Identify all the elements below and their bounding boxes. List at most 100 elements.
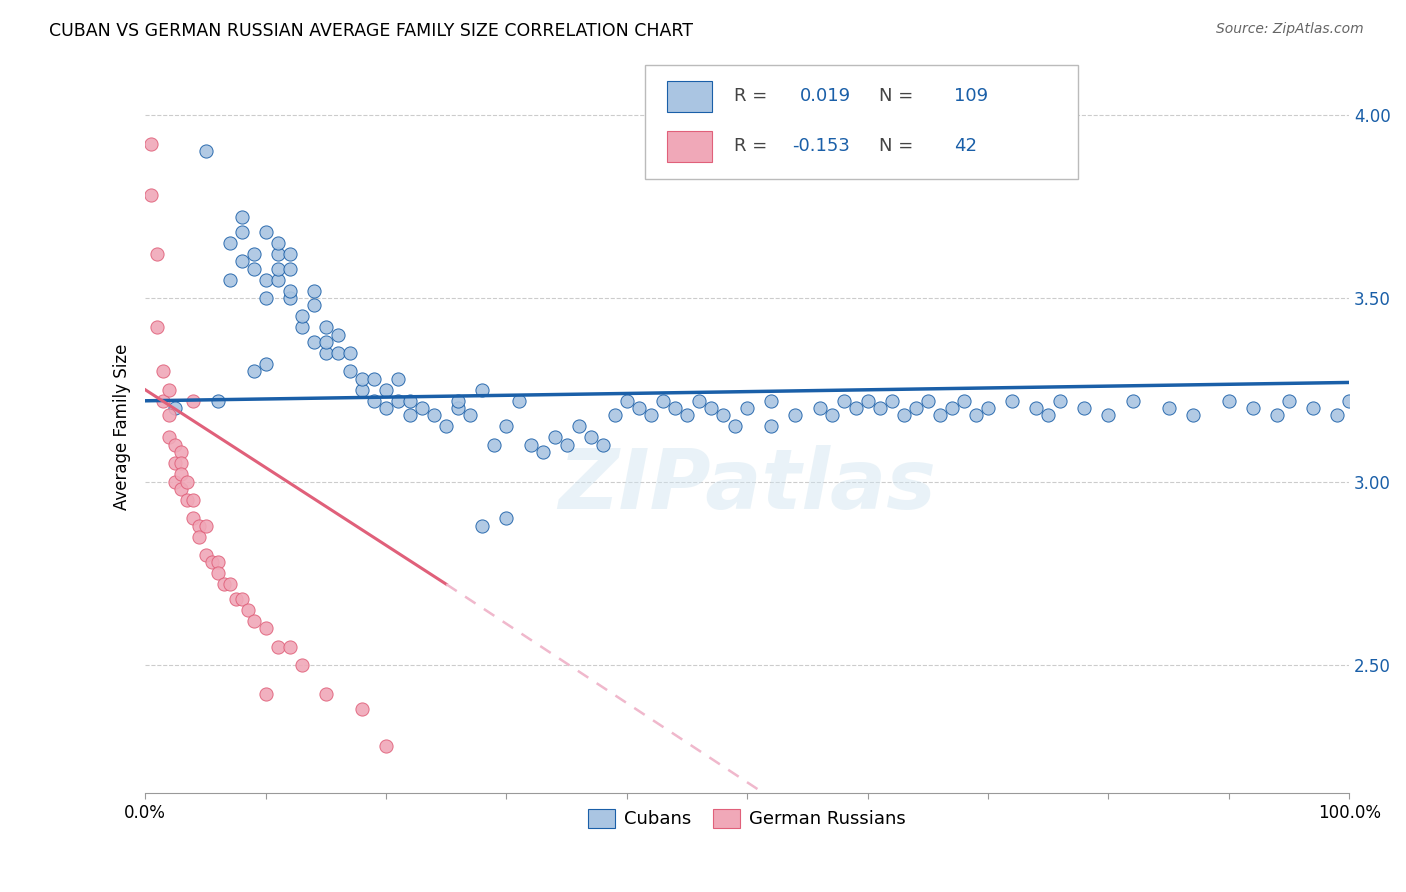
Point <box>1025 401 1047 416</box>
Point <box>652 393 675 408</box>
Point <box>363 393 385 408</box>
Point <box>231 591 253 606</box>
Text: R =: R = <box>734 137 768 155</box>
Point <box>1073 401 1095 416</box>
Point <box>904 401 927 416</box>
Text: R =: R = <box>734 87 773 105</box>
Point <box>254 687 277 701</box>
Point <box>508 393 530 408</box>
Point <box>291 320 314 334</box>
Point <box>555 438 578 452</box>
Y-axis label: Average Family Size: Average Family Size <box>114 343 131 509</box>
Point <box>387 372 409 386</box>
Point <box>880 393 903 408</box>
Point <box>761 419 783 434</box>
Point <box>315 687 337 701</box>
Point <box>1181 409 1204 423</box>
Point <box>1001 393 1024 408</box>
Point <box>785 409 807 423</box>
Point <box>267 261 290 276</box>
Text: -0.153: -0.153 <box>792 137 849 155</box>
Point <box>326 346 349 360</box>
Point <box>188 529 211 543</box>
Point <box>157 383 180 397</box>
Point <box>267 273 290 287</box>
Point <box>207 566 229 581</box>
Point <box>735 401 758 416</box>
Point <box>700 401 723 416</box>
Point <box>640 409 662 423</box>
Text: N =: N = <box>879 137 912 155</box>
Point <box>157 409 180 423</box>
Point <box>616 393 638 408</box>
Point <box>592 438 614 452</box>
Point <box>176 475 198 489</box>
Point <box>170 482 193 496</box>
Text: 42: 42 <box>955 137 977 155</box>
Point <box>917 393 939 408</box>
Point <box>603 409 626 423</box>
FancyBboxPatch shape <box>666 131 713 161</box>
Text: 109: 109 <box>955 87 988 105</box>
Point <box>820 409 842 423</box>
Point <box>302 284 325 298</box>
Point <box>495 419 517 434</box>
Point <box>627 401 650 416</box>
Point <box>688 393 710 408</box>
Point <box>350 372 373 386</box>
Point <box>495 511 517 525</box>
Point <box>399 393 422 408</box>
Point <box>152 393 174 408</box>
Point <box>350 383 373 397</box>
Point <box>315 335 337 350</box>
Point <box>170 445 193 459</box>
Point <box>711 409 734 423</box>
Point <box>231 254 253 268</box>
Point <box>141 188 163 202</box>
Point <box>278 291 301 305</box>
Point <box>194 548 217 562</box>
Point <box>1038 409 1060 423</box>
FancyBboxPatch shape <box>645 65 1078 179</box>
Point <box>200 555 222 569</box>
Point <box>1241 401 1264 416</box>
Point <box>339 364 361 378</box>
Point <box>207 393 229 408</box>
Point <box>531 445 554 459</box>
Point <box>218 235 240 250</box>
Point <box>165 438 187 452</box>
Point <box>1278 393 1301 408</box>
Point <box>170 467 193 482</box>
Point <box>315 320 337 334</box>
Point <box>291 310 314 324</box>
Point <box>267 640 290 654</box>
Point <box>254 225 277 239</box>
Point <box>242 261 264 276</box>
Point <box>579 430 602 444</box>
Point <box>157 430 180 444</box>
Point <box>965 409 987 423</box>
Point <box>724 419 747 434</box>
Point <box>218 273 240 287</box>
Point <box>808 401 831 416</box>
Point <box>460 409 482 423</box>
Point <box>146 247 169 261</box>
Point <box>183 511 205 525</box>
Point <box>302 335 325 350</box>
Point <box>254 291 277 305</box>
Point <box>218 577 240 591</box>
Point <box>152 364 174 378</box>
Point <box>399 409 422 423</box>
Point <box>761 393 783 408</box>
Point <box>519 438 541 452</box>
Point <box>411 401 433 416</box>
Point <box>183 393 205 408</box>
Point <box>1326 409 1348 423</box>
Point <box>242 364 264 378</box>
Point <box>278 284 301 298</box>
Point <box>146 320 169 334</box>
Point <box>568 419 591 434</box>
Point <box>207 555 229 569</box>
Point <box>170 456 193 470</box>
Point <box>423 409 446 423</box>
